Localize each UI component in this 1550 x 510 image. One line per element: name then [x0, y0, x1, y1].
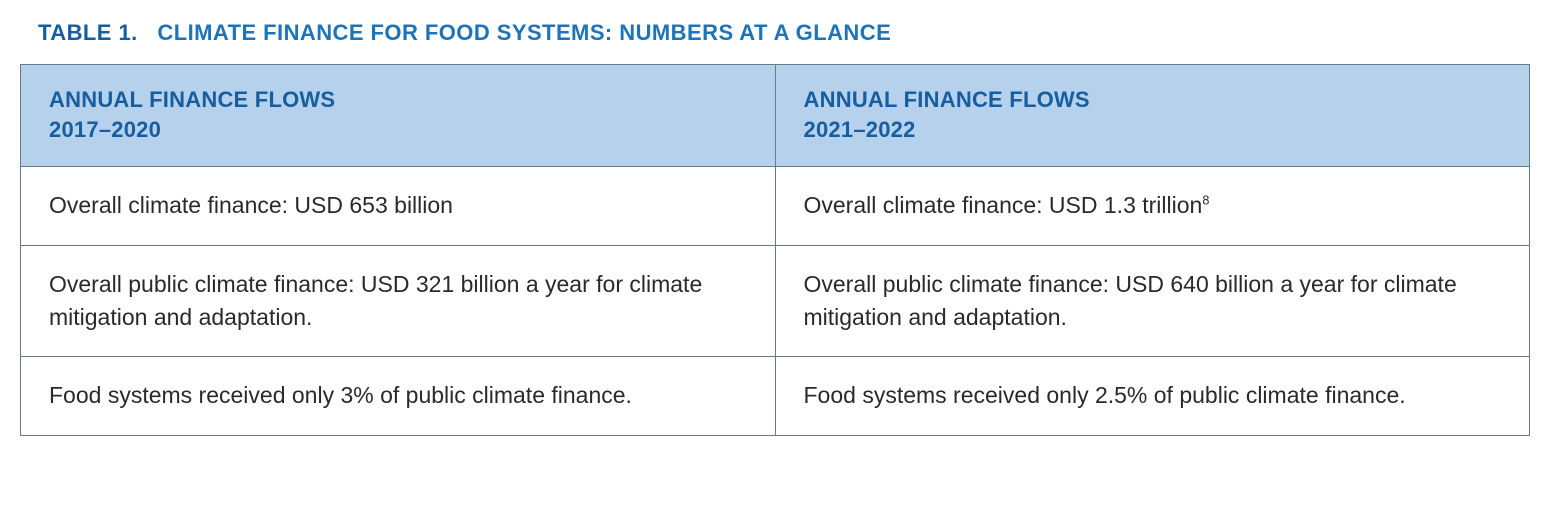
- caption-title: CLIMATE FINANCE FOR FOOD SYSTEMS: NUMBER…: [157, 20, 891, 45]
- cell-text: Overall public climate finance: USD 640 …: [804, 271, 1457, 330]
- cell-sup: 8: [1202, 194, 1209, 208]
- cell: Overall public climate finance: USD 321 …: [21, 245, 776, 357]
- col-header-line1: ANNUAL FINANCE FLOWS: [49, 87, 335, 112]
- caption-prefix: TABLE 1.: [38, 20, 138, 45]
- table-caption: TABLE 1. CLIMATE FINANCE FOR FOOD SYSTEM…: [38, 20, 1530, 46]
- table-row: Overall climate finance: USD 653 billion…: [21, 167, 1530, 245]
- col-header-line2: 2017–2020: [49, 117, 161, 142]
- cell: Overall climate finance: USD 1.3 trillio…: [775, 167, 1530, 245]
- col-header-2017-2020: ANNUAL FINANCE FLOWS 2017–2020: [21, 65, 776, 167]
- cell-text: Overall climate finance: USD 1.3 trillio…: [804, 192, 1203, 218]
- cell: Overall climate finance: USD 653 billion: [21, 167, 776, 245]
- cell-text: Overall public climate finance: USD 321 …: [49, 271, 702, 330]
- col-header-2021-2022: ANNUAL FINANCE FLOWS 2021–2022: [775, 65, 1530, 167]
- cell-text: Food systems received only 3% of public …: [49, 382, 632, 408]
- cell: Food systems received only 3% of public …: [21, 357, 776, 435]
- cell: Overall public climate finance: USD 640 …: [775, 245, 1530, 357]
- col-header-line2: 2021–2022: [804, 117, 916, 142]
- cell-text: Food systems received only 2.5% of publi…: [804, 382, 1406, 408]
- col-header-line1: ANNUAL FINANCE FLOWS: [804, 87, 1090, 112]
- table-row: Overall public climate finance: USD 321 …: [21, 245, 1530, 357]
- table-row: Food systems received only 3% of public …: [21, 357, 1530, 435]
- cell-text: Overall climate finance: USD 653 billion: [49, 192, 453, 218]
- finance-table: ANNUAL FINANCE FLOWS 2017–2020 ANNUAL FI…: [20, 64, 1530, 436]
- cell: Food systems received only 2.5% of publi…: [775, 357, 1530, 435]
